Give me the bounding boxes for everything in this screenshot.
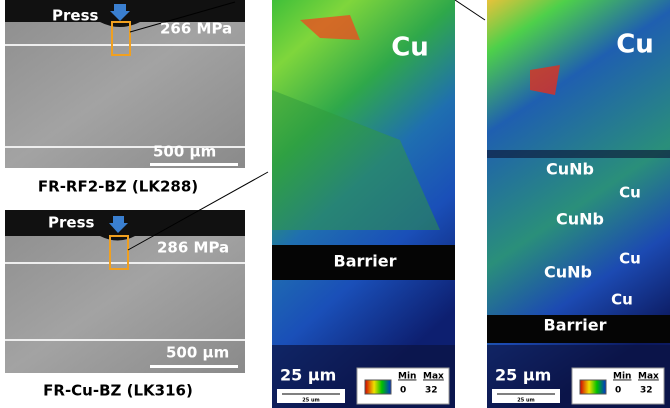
scale-label: 25 μm xyxy=(280,366,336,385)
legend-min: 0 xyxy=(400,386,406,396)
color-bar xyxy=(580,380,606,394)
legend-min-label: Min xyxy=(613,372,631,382)
stress-label: 266 MPa xyxy=(160,20,232,38)
scale-label: 500 μm xyxy=(166,344,229,362)
pointer xyxy=(455,0,485,20)
phase-label: Barrier xyxy=(334,252,397,271)
phase-label: CuNb xyxy=(544,263,592,282)
phase-label: Cu xyxy=(391,33,429,63)
press-label: Press xyxy=(52,7,98,25)
caption: FR-RF2-BZ (LK288) xyxy=(38,178,198,196)
legend-max: 32 xyxy=(640,386,653,396)
figure: Press 266 MPa 500 μm FR-RF2-BZ (LK288) P… xyxy=(0,0,670,408)
scale-small: 25 um xyxy=(517,398,534,404)
phase-label: Cu xyxy=(619,250,641,268)
legend-min: 0 xyxy=(615,386,621,396)
scale-small: 25 um xyxy=(302,398,319,404)
press-label: Press xyxy=(48,214,94,232)
legend-min-label: Min xyxy=(398,372,416,382)
legend-max-label: Max xyxy=(638,372,659,382)
phase-label: Cu xyxy=(611,291,633,309)
legend-max-label: Max xyxy=(423,372,444,382)
legend-max: 32 xyxy=(425,386,438,396)
phase-label: Cu xyxy=(616,30,654,60)
scale-label: 25 μm xyxy=(495,366,551,385)
phase-label: CuNb xyxy=(546,160,594,179)
phase-label: CuNb xyxy=(556,210,604,229)
phase-label: Barrier xyxy=(544,316,607,335)
scale-label: 500 μm xyxy=(153,143,216,161)
caption: FR-Cu-BZ (LK316) xyxy=(43,382,193,400)
ebsd-map xyxy=(487,0,670,408)
color-bar xyxy=(365,380,391,394)
phase-label: Cu xyxy=(619,184,641,202)
stress-label: 286 MPa xyxy=(157,239,229,257)
